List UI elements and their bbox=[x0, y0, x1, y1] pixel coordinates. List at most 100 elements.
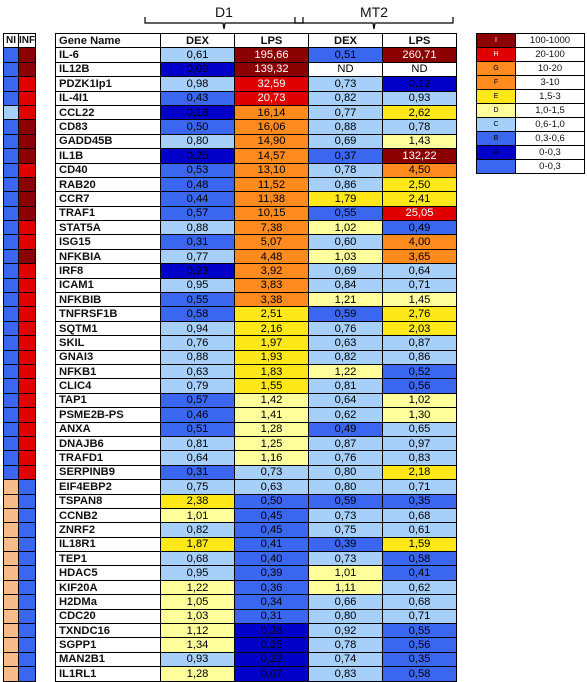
indicator-row bbox=[3, 205, 37, 222]
mt2-lps-value-cell: 0,58 bbox=[382, 666, 457, 682]
indicator-row bbox=[3, 148, 37, 164]
ni-indicator-cell bbox=[3, 479, 19, 495]
table-row: TSPAN8 2,38 0,50 0,59 0,35 bbox=[55, 493, 457, 509]
indicator-row bbox=[3, 76, 37, 92]
gene-name-cell: CCL22 bbox=[55, 104, 161, 121]
ni-indicator-cell bbox=[3, 522, 19, 538]
table-row: CD40 0,53 13,10 0,78 4,50 bbox=[55, 162, 457, 178]
d1-dex-value-cell: 0,23 bbox=[160, 263, 235, 279]
d1-dex-value-cell: 1,03 bbox=[160, 608, 235, 625]
d1-dex-value-cell: 1,01 bbox=[160, 507, 235, 524]
legend-range-label: 0,6-1,0 bbox=[515, 117, 585, 132]
table-row: ISG15 0,31 5,07 0,60 4,00 bbox=[55, 234, 457, 250]
legend-row: D 1,0-1,5 bbox=[476, 103, 585, 118]
inf-indicator-cell bbox=[17, 104, 37, 121]
inf-indicator-cell bbox=[17, 464, 37, 481]
gene-name-cell: TRAFD1 bbox=[55, 450, 161, 466]
indicator-row bbox=[3, 536, 37, 553]
indicator-row bbox=[3, 421, 37, 437]
d1-dex-value-cell: 1,05 bbox=[160, 594, 235, 610]
legend-swatch: E bbox=[476, 89, 516, 104]
mt2-lps-value-cell: 0,52 bbox=[382, 363, 457, 380]
inf-indicator-cell bbox=[17, 608, 37, 625]
d1-dex-value-cell: 1,12 bbox=[160, 623, 235, 639]
d1-dex-value-cell: 0,88 bbox=[160, 349, 235, 365]
d1-lps-value-cell: 0,31 bbox=[234, 608, 309, 625]
ni-indicator-cell bbox=[3, 392, 19, 409]
mt2-dex-value-cell: 0,88 bbox=[308, 119, 383, 135]
ni-indicator-cell bbox=[3, 594, 19, 610]
gene-name-cell: TEP1 bbox=[55, 551, 161, 567]
d1-dex-value-cell: 0,46 bbox=[160, 407, 235, 423]
mt2-dex-value-cell: 0,51 bbox=[308, 47, 383, 63]
expression-table: Gene Name DEX LPS DEX LPS IL-6 0,61 195,66… bbox=[55, 32, 457, 682]
inf-indicator-cell bbox=[17, 61, 37, 78]
gene-name-cell: IL12B bbox=[55, 61, 161, 78]
inf-indicator-cell bbox=[17, 133, 37, 150]
legend-range-label: 0-0,3 bbox=[515, 145, 585, 160]
indicator-row bbox=[3, 234, 37, 250]
d1-lps-value-cell: 0,39 bbox=[234, 565, 309, 581]
legend-swatch: A bbox=[476, 145, 516, 160]
gene-name-cell: IL18R1 bbox=[55, 536, 161, 553]
mt2-dex-header: DEX bbox=[308, 32, 383, 49]
ni-header: NI bbox=[3, 32, 19, 49]
indicator-row bbox=[3, 133, 37, 150]
mt2-lps-value-cell: 0,64 bbox=[382, 263, 457, 279]
d1-dex-value-cell: 1,28 bbox=[160, 666, 235, 682]
mt2-lps-value-cell: 2,62 bbox=[382, 104, 457, 121]
ni-indicator-cell bbox=[3, 320, 19, 337]
d1-dex-value-cell: 1,34 bbox=[160, 637, 235, 653]
mt2-lps-value-cell: 4,00 bbox=[382, 234, 457, 250]
legend-swatch: I bbox=[476, 33, 516, 48]
ni-indicator-cell bbox=[3, 435, 19, 452]
d1-dex-value-cell: 0,82 bbox=[160, 522, 235, 538]
mt2-lps-value-cell: 1,59 bbox=[382, 536, 457, 553]
legend-range-label: 1,5-3 bbox=[515, 89, 585, 104]
legend-range-label: 20-100 bbox=[515, 47, 585, 62]
d1-lps-value-cell: 0,22 bbox=[234, 651, 309, 668]
d1-dex-value-cell: 0,88 bbox=[160, 220, 235, 236]
inf-indicator-cell bbox=[17, 335, 37, 351]
mt2-lps-value-cell: 132,22 bbox=[382, 148, 457, 164]
mt2-lps-value-cell: 2,03 bbox=[382, 320, 457, 337]
inf-indicator-cell bbox=[17, 90, 37, 106]
inf-indicator-cell bbox=[17, 119, 37, 135]
d1-dex-value-cell: 0,58 bbox=[160, 306, 235, 322]
ni-indicator-cell bbox=[3, 277, 19, 294]
indicator-row bbox=[3, 493, 37, 509]
gene-name-cell: PSME2B-PS bbox=[55, 407, 161, 423]
ni-indicator-cell bbox=[3, 191, 19, 207]
d1-dex-value-cell: 0,31 bbox=[160, 234, 235, 250]
group-label-mt2: MT2 bbox=[360, 4, 388, 20]
table-row: IL-4I1 0,43 20,73 0,82 0,93 bbox=[55, 90, 457, 106]
mt2-dex-value-cell: 0,49 bbox=[308, 421, 383, 437]
table-row: IL-6 0,61 195,66 0,51 260,71 bbox=[55, 47, 457, 63]
gene-name-cell: IL-6 bbox=[55, 47, 161, 63]
mt2-dex-value-cell: 0,62 bbox=[308, 407, 383, 423]
indicator-row bbox=[3, 61, 37, 78]
indicator-row bbox=[3, 464, 37, 481]
d1-lps-value-cell: 0,45 bbox=[234, 507, 309, 524]
gene-name-cell: CCR7 bbox=[55, 191, 161, 207]
d1-dex-value-cell: 0,98 bbox=[160, 76, 235, 92]
table-row: STAT5A 0,88 7,38 1,02 0,49 bbox=[55, 220, 457, 236]
ni-indicator-cell bbox=[3, 507, 19, 524]
legend-row: 0-0,3 bbox=[476, 159, 585, 174]
mt2-lps-value-cell: 0,56 bbox=[382, 378, 457, 394]
d1-lps-header: LPS bbox=[234, 32, 309, 49]
table-row: PSME2B-PS 0,46 1,41 0,62 1,30 bbox=[55, 407, 457, 423]
mt2-dex-value-cell: 0,84 bbox=[308, 277, 383, 294]
indicator-row bbox=[3, 335, 37, 351]
mt2-dex-value-cell: 1,21 bbox=[308, 292, 383, 308]
d1-lps-value-cell: 16,06 bbox=[234, 119, 309, 135]
inf-indicator-cell bbox=[17, 579, 37, 596]
d1-dex-value-cell: 0,61 bbox=[160, 47, 235, 63]
d1-dex-value-cell: 0,53 bbox=[160, 162, 235, 178]
indicator-row bbox=[3, 349, 37, 365]
inf-indicator-cell bbox=[17, 162, 37, 178]
ni-indicator-cell bbox=[3, 407, 19, 423]
brace-d1 bbox=[144, 17, 304, 30]
table-row: IL1B 0,25 14,57 0,37 132,22 bbox=[55, 148, 457, 164]
indicator-row bbox=[3, 248, 37, 265]
